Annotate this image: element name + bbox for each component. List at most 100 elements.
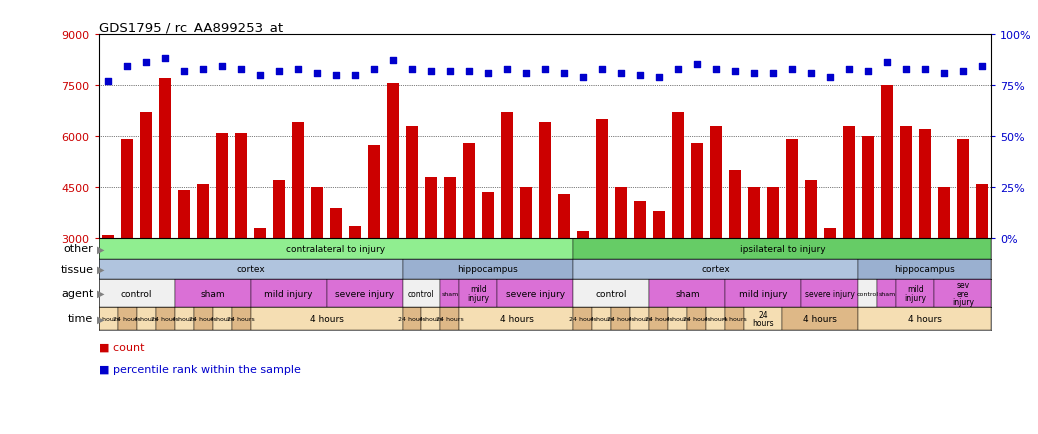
Point [518,70,535,77]
Text: hippocampus: hippocampus [458,265,518,274]
Bar [216,133,228,341]
Bar [710,126,722,341]
Text: 4 hours: 4 hours [419,316,443,321]
Text: 24
hours: 24 hours [753,310,774,327]
Text: 4 hours: 4 hours [499,314,534,323]
Bar [729,171,741,341]
Bar [824,228,836,341]
Bar [672,113,684,341]
Point [841,66,857,73]
Bar [801,279,858,307]
Text: 24 hours: 24 hours [227,316,255,321]
Bar [177,191,190,341]
Bar [99,279,174,307]
Bar [403,259,573,279]
Text: severe injury: severe injury [804,289,854,298]
Bar [99,259,403,279]
Bar [254,228,266,341]
Text: 4 hours: 4 hours [628,316,652,321]
Bar [726,279,801,307]
Bar [577,232,590,341]
Point [347,72,363,79]
Point [935,70,952,77]
Bar [406,126,418,341]
Point [537,66,553,73]
Text: mild
injury: mild injury [904,285,926,302]
Bar [858,259,991,279]
Bar [668,307,687,330]
Bar [630,307,650,330]
Point [765,70,782,77]
Text: other: other [63,244,93,254]
Bar [650,279,726,307]
Bar [862,137,874,341]
Bar [593,307,611,330]
Text: 4 hours: 4 hours [666,316,690,321]
Bar [877,279,897,307]
Text: 24 hours: 24 hours [436,316,464,321]
Point [745,70,762,77]
Bar [156,307,174,330]
Text: severe injury: severe injury [506,289,565,298]
Text: control: control [596,289,627,298]
Text: ▶: ▶ [97,288,104,298]
Text: 24 hours: 24 hours [399,316,426,321]
Bar [634,201,646,341]
Bar [120,140,133,341]
Point [252,72,269,79]
Bar [767,187,780,341]
Bar [900,126,912,341]
Bar [193,307,213,330]
Point [442,68,459,75]
Bar [231,307,250,330]
Bar [919,130,931,341]
Bar [367,145,380,341]
Bar [744,307,783,330]
Bar [783,307,858,330]
Point [308,70,325,77]
Bar [140,113,153,341]
Bar [117,307,137,330]
Point [688,62,705,69]
Text: agent: agent [61,288,93,298]
Text: 24 hours: 24 hours [113,316,141,321]
Text: cortex: cortex [237,265,265,274]
Bar [310,187,323,341]
Point [195,66,212,73]
Text: control: control [856,291,879,296]
Point [498,66,515,73]
Point [575,74,592,81]
Text: sham: sham [878,291,896,296]
Bar [425,178,437,341]
Point [631,72,648,79]
Text: mild
injury: mild injury [467,285,490,302]
Bar [99,239,573,259]
Bar [653,211,665,341]
Point [175,68,192,75]
Point [233,66,249,73]
Text: 24 hours: 24 hours [152,316,179,321]
Bar [858,279,877,307]
Bar [747,187,760,341]
Text: 4 hours: 4 hours [172,316,196,321]
Point [157,56,173,62]
Bar [957,140,968,341]
Text: ■ percentile rank within the sample: ■ percentile rank within the sample [99,364,300,374]
Text: 4 hours: 4 hours [803,314,838,323]
Point [821,74,838,81]
Bar [99,307,117,330]
Bar [843,126,855,341]
Point [651,74,667,81]
Text: 24 hours: 24 hours [569,316,597,321]
Bar [330,208,343,341]
Point [878,60,895,67]
Point [271,68,288,75]
Text: time: time [69,314,93,324]
Text: 4 hours: 4 hours [97,316,120,321]
Text: 4 hours: 4 hours [704,316,728,321]
Point [100,78,116,85]
Point [670,66,686,73]
Bar [460,307,573,330]
Point [594,66,610,73]
Text: 4 hours: 4 hours [908,314,941,323]
